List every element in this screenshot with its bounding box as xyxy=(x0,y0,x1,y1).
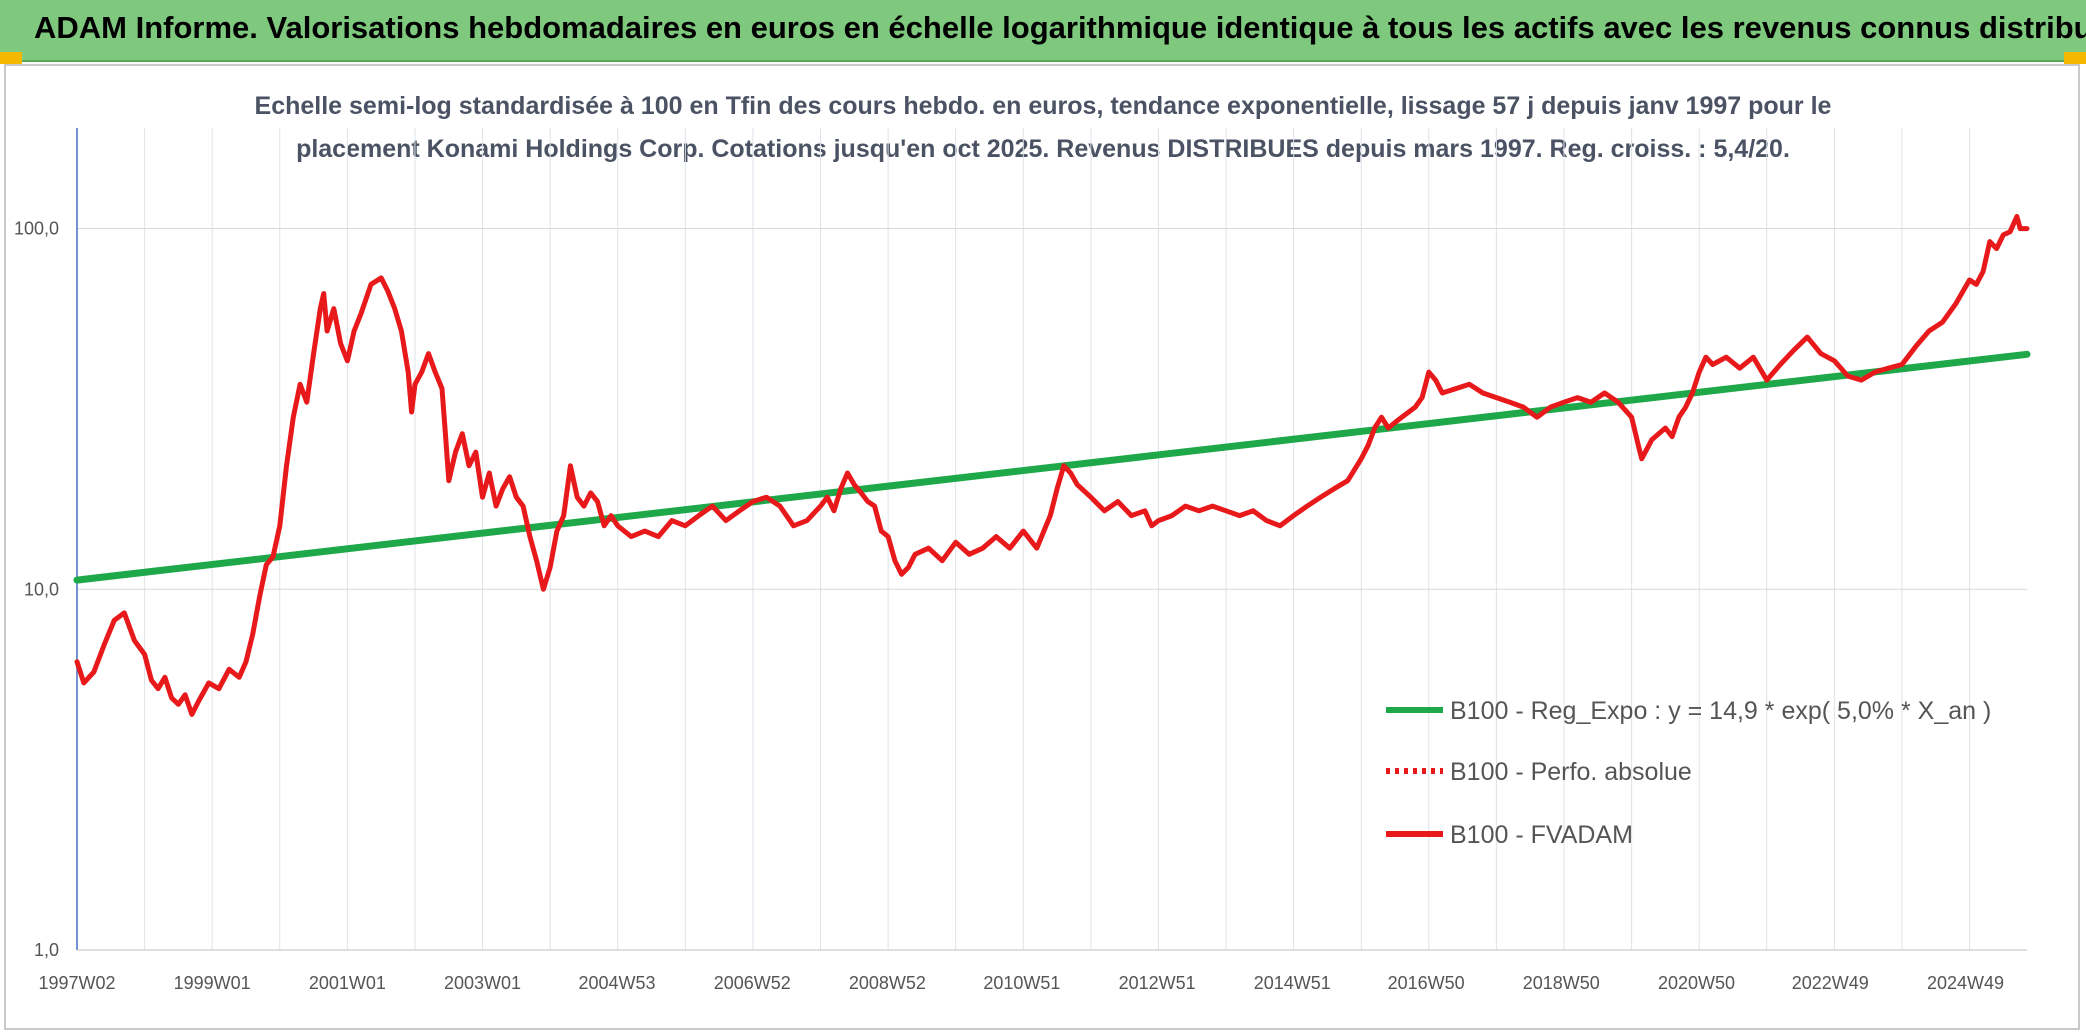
x-tick-label: 2020W50 xyxy=(1658,973,1735,993)
x-axis-labels: 1997W02 1999W01 2001W01 2003W01 2004W53 2006W… xyxy=(38,973,2004,993)
corner-mark-left xyxy=(0,52,22,64)
chart-subtitle-line2: placement Konami Holdings Corp. Cotation… xyxy=(296,135,1790,163)
x-tick-label: 2022W49 xyxy=(1792,973,1869,993)
legend-entry: B100 - FVADAM xyxy=(1450,821,1633,849)
horizontal-gridlines xyxy=(77,228,2027,951)
y-tick-label: 10,0 xyxy=(24,579,59,599)
x-tick-label: 2006W52 xyxy=(714,973,791,993)
y-tick-label: 1,0 xyxy=(34,940,59,960)
y-axis-labels: 1,0 10,0 100,0 xyxy=(14,219,59,960)
x-tick-label: 2003W01 xyxy=(444,973,521,993)
series-line xyxy=(74,214,2030,717)
x-tick-label: 2001W01 xyxy=(309,973,386,993)
trend-line xyxy=(73,350,2031,584)
legend-entry: B100 - Reg_Expo : y = 14,9 * exp( 5,0% *… xyxy=(1450,697,1991,725)
x-tick-label: 2012W51 xyxy=(1119,973,1196,993)
x-tick-label: 2024W49 xyxy=(1927,973,2004,993)
chart-frame xyxy=(4,64,2080,1030)
x-tick-label: 2010W51 xyxy=(983,973,1060,993)
x-tick-label: 2016W50 xyxy=(1388,973,1465,993)
header-banner: ADAM Informe. Valorisations hebdomadaire… xyxy=(0,0,2086,62)
x-tick-label: 1999W01 xyxy=(174,973,251,993)
x-tick-label: 2014W51 xyxy=(1254,973,1331,993)
vertical-gridlines xyxy=(144,128,1971,950)
x-tick-label: 2004W53 xyxy=(579,973,656,993)
legend: B100 - Reg_Expo : y = 14,9 * exp( 5,0% *… xyxy=(1386,697,1991,849)
series-lines xyxy=(73,214,2031,717)
chart-subtitle-line1: Echelle semi-log standardisée à 100 en T… xyxy=(255,92,1832,120)
y-tick-label: 100,0 xyxy=(14,219,59,239)
x-tick-label: 1997W02 xyxy=(38,973,115,993)
page-title: ADAM Informe. Valorisations hebdomadaire… xyxy=(34,10,2086,45)
x-tick-label: 2018W50 xyxy=(1523,973,1600,993)
corner-mark-right xyxy=(2064,52,2086,64)
axes xyxy=(76,128,2027,951)
legend-entry: B100 - Perfo. absolue xyxy=(1450,758,1692,786)
x-tick-label: 2008W52 xyxy=(849,973,926,993)
